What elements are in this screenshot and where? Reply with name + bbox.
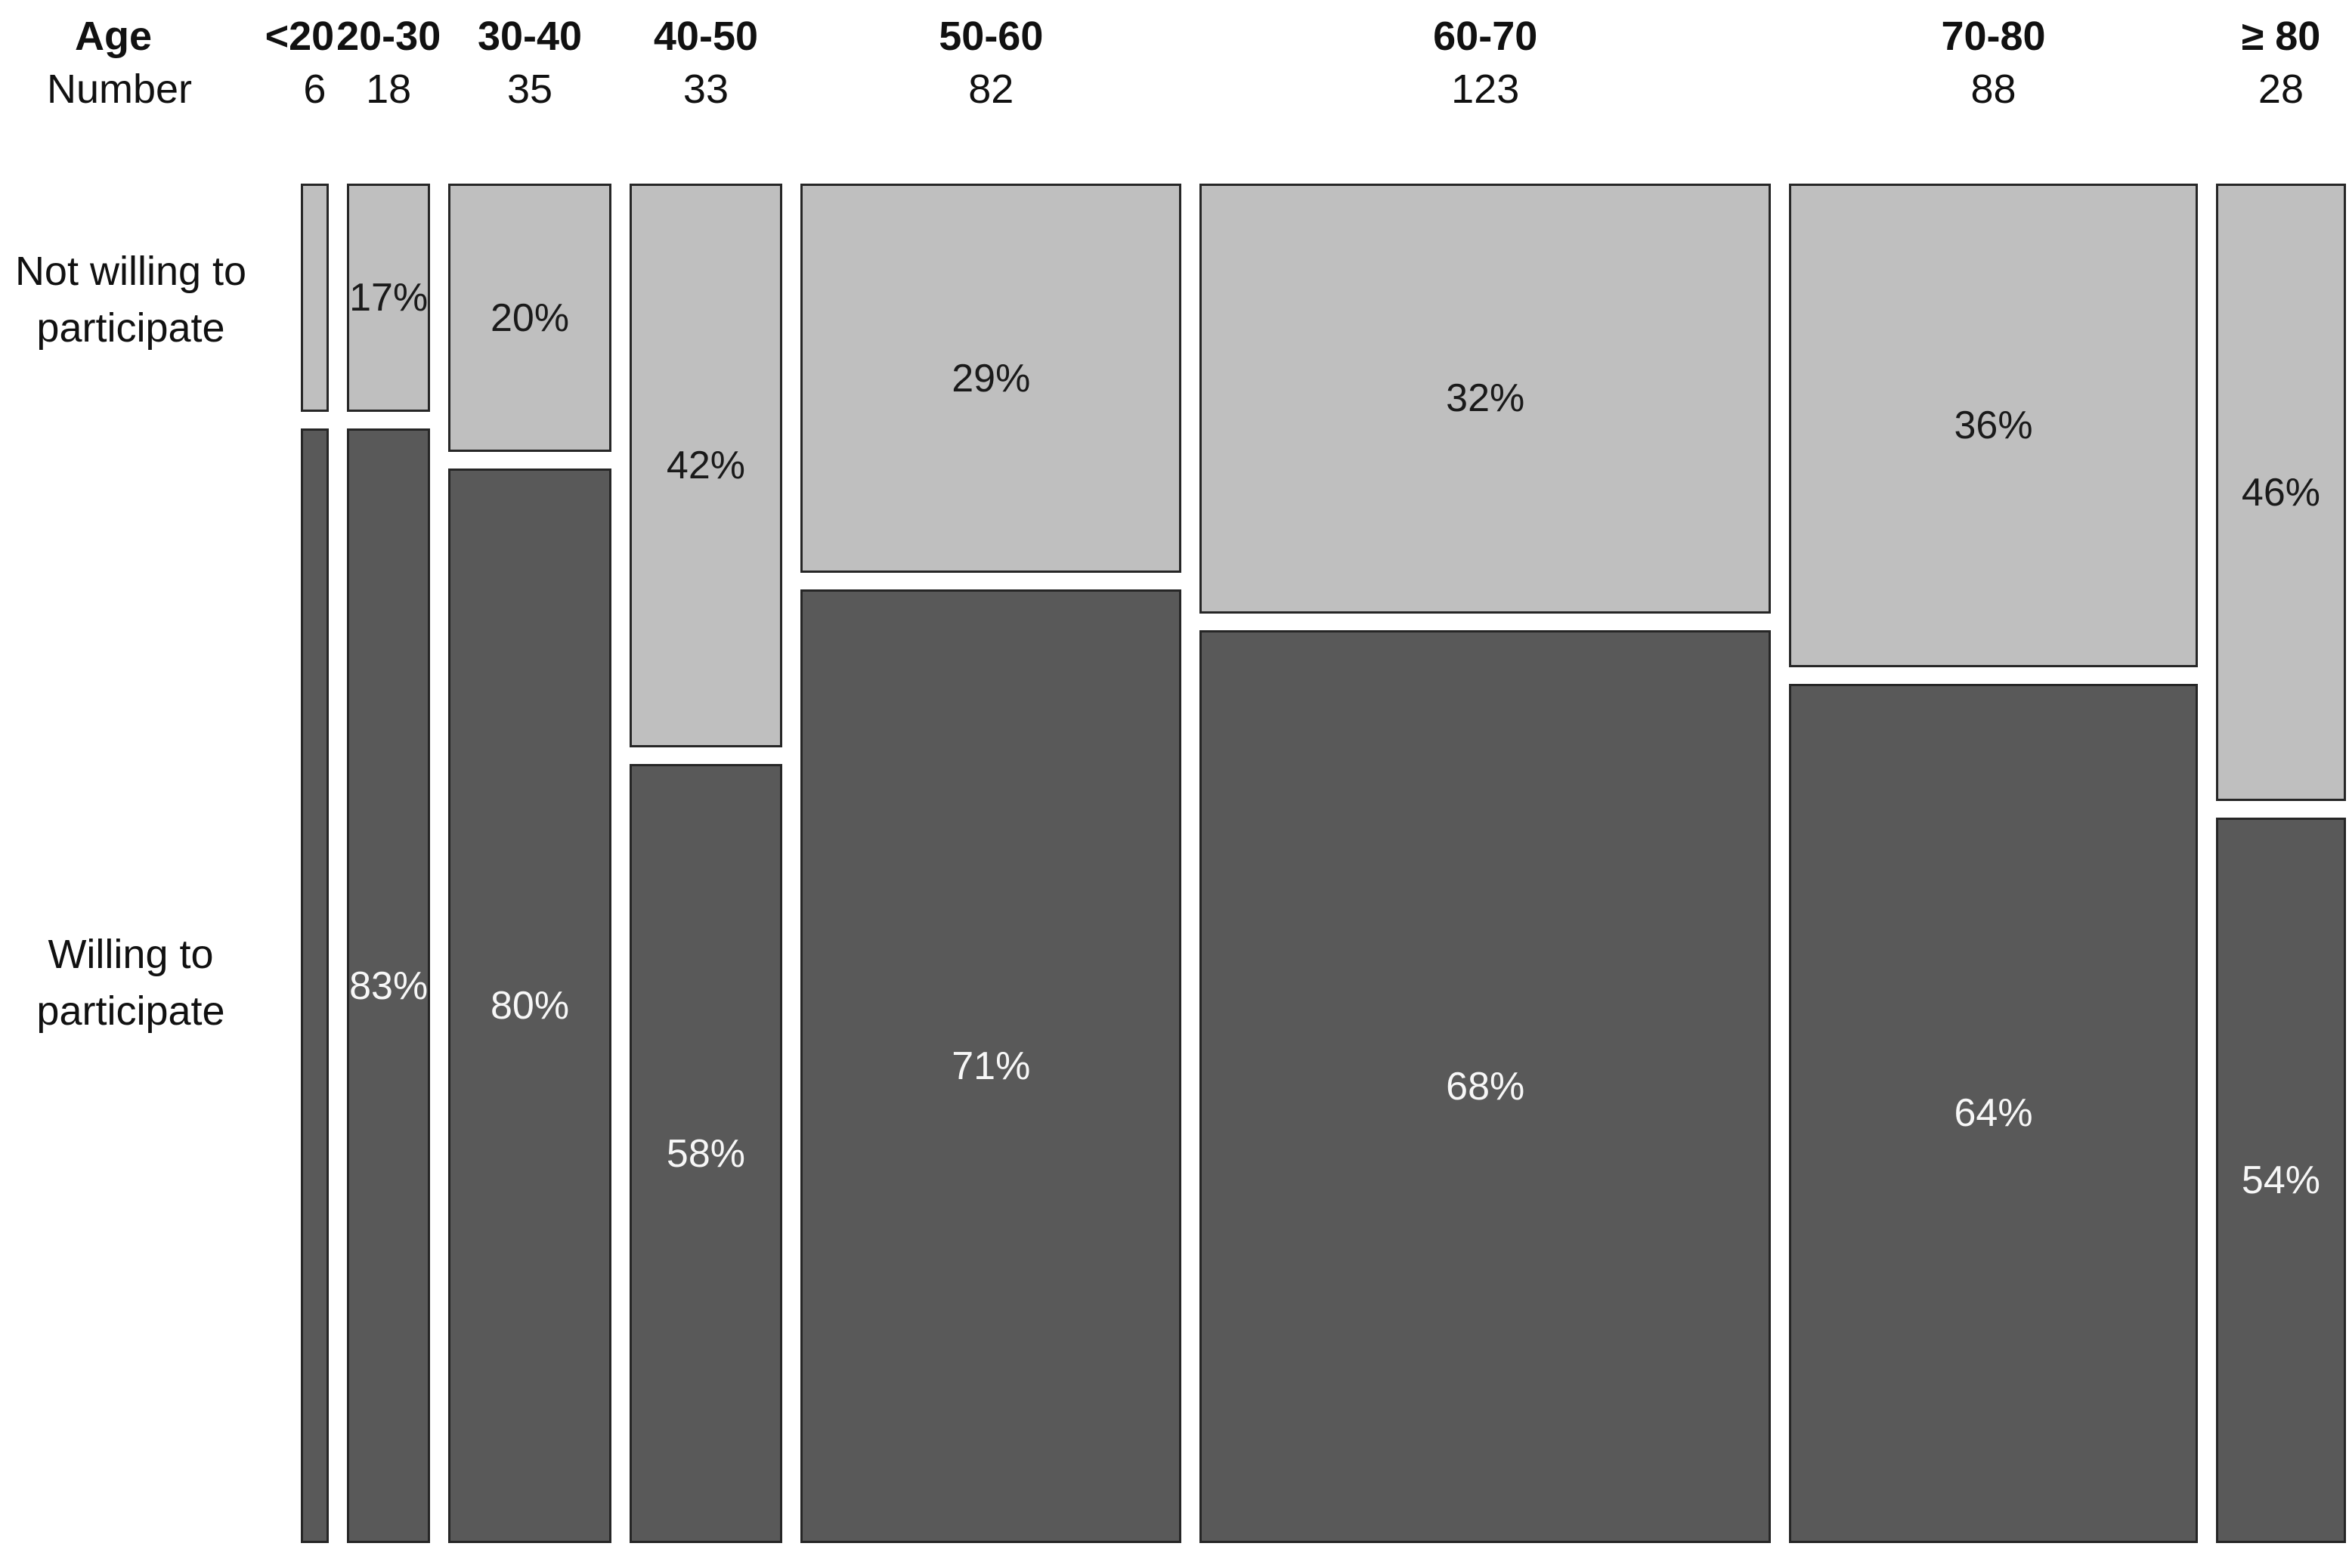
row-label-willing-line2: participate (36, 988, 225, 1034)
pct-willing-30-40: 80% (490, 984, 570, 1028)
cell-willing-20-30: 83% (346, 428, 431, 1543)
cell-not-willing-50-60: 29% (800, 184, 1182, 574)
age-axis-title: Age (74, 14, 153, 59)
pct-willing-40-50: 58% (666, 1131, 745, 1176)
row-label-not-willing: Not willing to participate (0, 243, 262, 357)
age-label-20-30: 20-30 (336, 14, 441, 59)
cell-willing-60-70: 68% (1199, 629, 1772, 1543)
cell-willing-40-50: 58% (629, 764, 783, 1543)
pct-not-willing-20-30: 17% (349, 276, 429, 320)
cell-willing-50-60: 71% (800, 589, 1182, 1543)
number-label-70-80: 88 (1970, 66, 2016, 112)
pct-not-willing-30-40: 20% (490, 295, 570, 340)
row-label-not-willing-line1: Not willing to (14, 249, 247, 294)
cell-not-willing-40-50: 42% (629, 184, 783, 748)
pct-willing-60-70: 68% (1446, 1064, 1525, 1109)
cell-not-willing-20-30: 17% (346, 184, 431, 413)
cell-willing-20 (301, 428, 329, 1543)
age-label-60-70: 60-70 (1433, 14, 1538, 59)
cell-not-willing-30-40: 20% (448, 184, 611, 453)
pct-willing-20-30: 83% (349, 963, 429, 1008)
pct-willing-50-60: 71% (952, 1044, 1031, 1089)
number-label-50-60: 82 (968, 66, 1014, 112)
row-label-willing: Willing to participate (0, 926, 262, 1040)
number-label-60-70: 123 (1451, 66, 1520, 112)
cell-not-willing-70-80: 36% (1789, 184, 2198, 667)
pct-not-willing-60-70: 32% (1446, 376, 1525, 421)
number-label-20: 6 (303, 66, 327, 112)
age-label-30-40: 30-40 (477, 14, 583, 59)
row-label-not-willing-line2: participate (36, 305, 225, 351)
pct-not-willing-70-80: 36% (1954, 403, 2033, 447)
age-label-70-80: 70-80 (1941, 14, 2046, 59)
pct-willing-80: 54% (2241, 1158, 2320, 1203)
cell-not-willing-60-70: 32% (1199, 184, 1772, 614)
pct-not-willing-40-50: 42% (666, 444, 745, 488)
number-label-40-50: 33 (682, 66, 729, 112)
cell-willing-70-80: 64% (1789, 683, 2198, 1543)
age-label-20: <20 (265, 14, 335, 59)
number-label-80: 28 (2258, 66, 2304, 112)
age-label-80: ≥ 80 (2241, 14, 2321, 59)
cell-willing-30-40: 80% (448, 469, 611, 1543)
cell-not-willing-20 (301, 184, 329, 413)
number-label-30-40: 35 (506, 66, 553, 112)
age-label-50-60: 50-60 (939, 14, 1044, 59)
age-label-40-50: 40-50 (653, 14, 759, 59)
cell-willing-80: 54% (2215, 818, 2346, 1543)
cell-not-willing-80: 46% (2215, 184, 2346, 802)
pct-not-willing-80: 46% (2241, 470, 2320, 515)
pct-willing-70-80: 64% (1954, 1091, 2033, 1136)
row-label-willing-line1: Willing to (48, 932, 214, 977)
number-axis-title: Number (46, 66, 193, 112)
pct-not-willing-50-60: 29% (952, 356, 1031, 401)
number-label-20-30: 18 (366, 66, 412, 112)
